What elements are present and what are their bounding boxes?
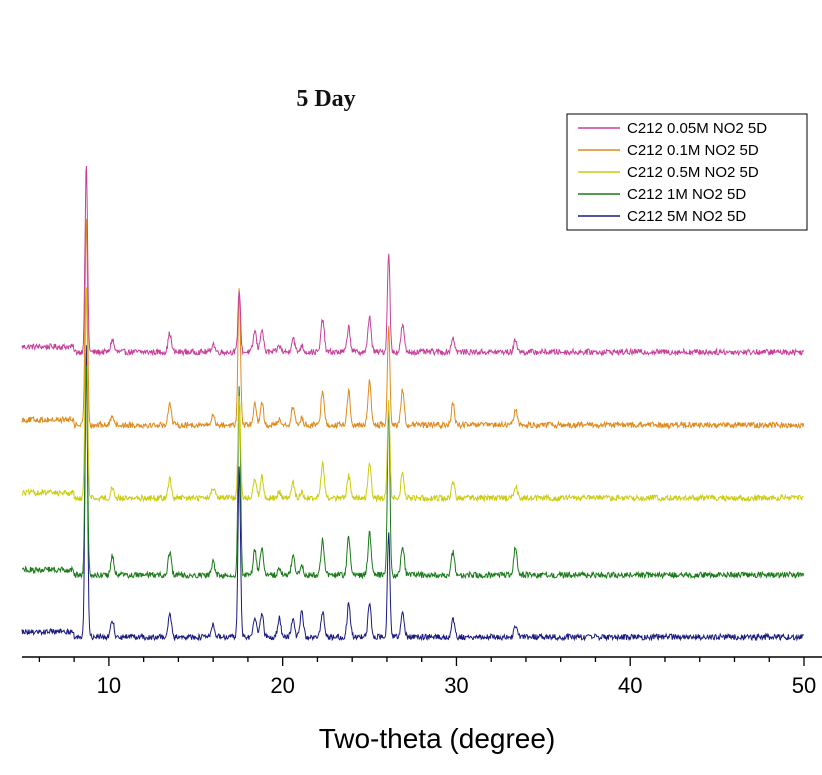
legend-label: C212 5M NO2 5D: [627, 208, 746, 225]
x-tick-label: 50: [792, 673, 816, 698]
x-axis-ticks: 10 20 30 40 50: [38, 657, 816, 698]
series-line: [21, 365, 805, 580]
series-line: [21, 165, 805, 357]
legend-label: C212 1M NO2 5D: [627, 186, 746, 203]
x-axis: 10 20 30 40 50: [22, 656, 822, 698]
x-tick-label: 10: [97, 673, 121, 698]
x-tick-label: 30: [444, 673, 468, 698]
series-traces: [21, 165, 805, 642]
x-tick-label: 20: [270, 673, 294, 698]
series-line: [21, 287, 804, 503]
series-line: [21, 219, 805, 430]
chart-title: 5 Day: [296, 86, 355, 112]
series-line: [21, 345, 804, 642]
legend: C212 0.05M NO2 5D C212 0.1M NO2 5D C212 0.…: [566, 113, 808, 231]
legend-label: C212 0.05M NO2 5D: [627, 120, 767, 137]
x-tick-label: 40: [618, 673, 642, 698]
legend-label: C212 0.1M NO2 5D: [627, 142, 759, 159]
legend-label: C212 0.5M NO2 5D: [627, 164, 759, 181]
x-axis-label: Two-theta (degree): [319, 723, 556, 754]
